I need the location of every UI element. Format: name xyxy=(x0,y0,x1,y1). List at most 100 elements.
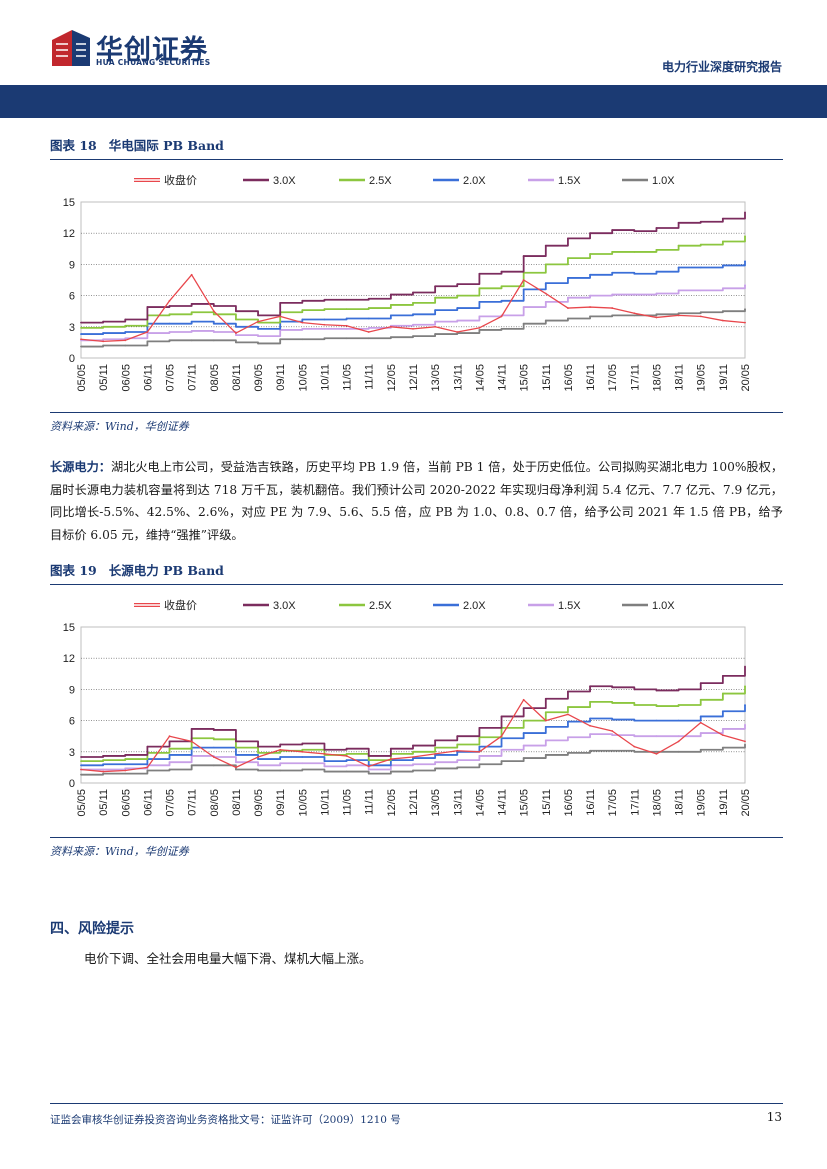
data-point xyxy=(434,752,437,755)
data-point xyxy=(102,340,105,343)
data-point xyxy=(721,710,724,713)
figure-18-name: 华电国际 PB Band xyxy=(108,138,224,153)
data-point xyxy=(677,704,680,706)
y-tick-label: 15 xyxy=(63,197,75,209)
data-point xyxy=(367,768,370,771)
data-point xyxy=(279,762,282,765)
data-point xyxy=(212,331,215,333)
data-point xyxy=(301,768,304,771)
data-point xyxy=(102,755,105,757)
data-point xyxy=(80,768,82,771)
x-tick-label: 05/11 xyxy=(98,364,110,391)
data-point xyxy=(168,305,171,307)
data-point xyxy=(212,322,215,325)
data-point xyxy=(522,757,525,759)
data-point xyxy=(190,339,193,342)
data-point xyxy=(633,293,636,296)
data-point xyxy=(522,719,525,722)
data-point xyxy=(522,279,525,281)
data-point xyxy=(367,772,370,775)
data-point xyxy=(124,339,127,342)
data-point xyxy=(633,312,636,315)
data-point xyxy=(744,685,746,688)
data-point xyxy=(279,315,282,318)
data-point xyxy=(190,311,193,314)
y-tick-label: 0 xyxy=(69,778,75,790)
data-point xyxy=(589,273,591,276)
data-point xyxy=(146,769,149,772)
data-point xyxy=(212,729,215,731)
report-title: 电力行业深度研究报告 xyxy=(661,60,782,74)
data-point xyxy=(124,754,127,756)
data-point xyxy=(124,337,127,340)
data-point xyxy=(677,289,680,292)
data-point xyxy=(124,772,127,775)
data-point xyxy=(235,746,237,749)
figure-19-chart: 0 3 6 9 12 15 05/05 05/11 06/05 06/11 07/05 07/11 08… xyxy=(63,598,752,817)
data-point xyxy=(699,698,702,701)
data-point xyxy=(257,314,259,317)
data-point xyxy=(677,244,680,247)
data-point xyxy=(367,317,370,320)
data-point xyxy=(544,697,547,700)
figure-19-title: 图表 19 长源电力 PB Band xyxy=(50,560,224,579)
data-point xyxy=(367,331,370,333)
data-point xyxy=(345,764,348,767)
data-point xyxy=(323,765,326,768)
data-point xyxy=(456,319,459,322)
x-tick-label: 19/11 xyxy=(718,789,730,816)
data-point xyxy=(699,266,702,269)
x-tick-label: 08/05 xyxy=(209,364,221,392)
data-point xyxy=(323,308,326,311)
data-point xyxy=(301,309,304,312)
x-tick-label: 17/11 xyxy=(629,789,641,816)
data-point xyxy=(544,244,547,247)
data-point xyxy=(168,768,171,771)
data-point xyxy=(190,320,193,323)
data-point xyxy=(80,773,82,776)
data-point xyxy=(345,747,348,750)
figure-19-bottom-rule xyxy=(50,837,783,838)
data-point xyxy=(102,325,105,328)
data-point xyxy=(124,767,127,770)
data-point xyxy=(633,719,636,722)
data-point xyxy=(412,323,414,326)
data-point xyxy=(301,299,304,302)
data-point xyxy=(434,333,437,335)
data-point xyxy=(235,310,237,313)
data-point xyxy=(257,756,259,758)
data-point xyxy=(589,294,591,297)
data-point xyxy=(389,304,392,306)
data-point xyxy=(500,270,503,273)
data-point xyxy=(655,292,658,295)
data-point xyxy=(478,272,481,275)
data-point xyxy=(235,768,237,771)
data-point xyxy=(567,296,569,299)
data-point xyxy=(478,750,481,753)
data-point xyxy=(589,306,591,308)
data-point xyxy=(500,285,503,288)
data-point xyxy=(434,325,437,328)
data-point xyxy=(389,314,392,317)
data-point xyxy=(633,314,636,317)
data-point xyxy=(212,305,215,307)
x-tick-label: 06/11 xyxy=(142,789,154,816)
data-point xyxy=(589,724,591,727)
data-point xyxy=(633,251,636,253)
data-point xyxy=(279,338,282,341)
data-point xyxy=(589,700,591,703)
data-point xyxy=(102,768,105,771)
data-point xyxy=(168,740,171,743)
data-point xyxy=(478,755,481,757)
data-point xyxy=(567,736,569,739)
x-tick-label: 07/11 xyxy=(187,789,199,816)
risk-section-title: 四、风险提示 xyxy=(50,921,134,937)
data-point xyxy=(655,750,658,753)
data-point xyxy=(168,735,171,738)
data-point xyxy=(589,232,591,235)
data-point xyxy=(102,763,105,766)
data-point xyxy=(80,338,82,341)
legend-label: 2.5X xyxy=(369,600,392,612)
data-point xyxy=(389,293,392,296)
data-point xyxy=(102,338,105,341)
